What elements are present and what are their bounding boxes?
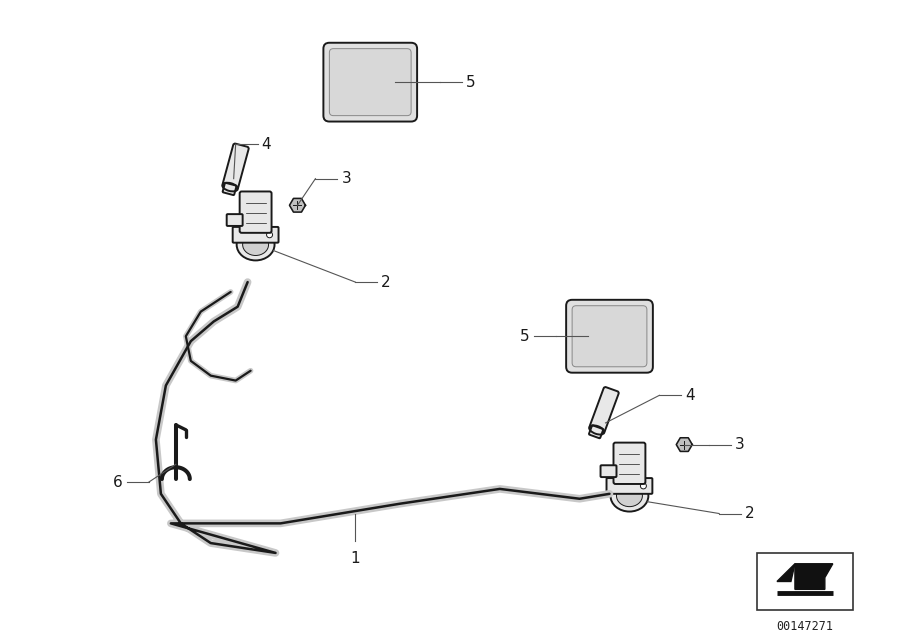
FancyBboxPatch shape	[614, 443, 645, 484]
Text: 4: 4	[262, 137, 271, 152]
FancyBboxPatch shape	[233, 227, 278, 243]
Text: 4: 4	[685, 388, 695, 403]
FancyBboxPatch shape	[227, 214, 243, 226]
FancyBboxPatch shape	[323, 43, 417, 121]
Polygon shape	[777, 563, 795, 581]
FancyBboxPatch shape	[239, 191, 272, 233]
Text: 2: 2	[382, 275, 391, 289]
Ellipse shape	[610, 480, 648, 511]
FancyBboxPatch shape	[589, 425, 603, 438]
FancyBboxPatch shape	[223, 144, 248, 189]
Circle shape	[266, 232, 273, 238]
FancyBboxPatch shape	[566, 300, 652, 373]
FancyBboxPatch shape	[590, 387, 619, 432]
Text: 3: 3	[341, 171, 351, 186]
FancyBboxPatch shape	[600, 466, 617, 477]
Ellipse shape	[237, 229, 274, 260]
FancyBboxPatch shape	[607, 478, 652, 494]
Ellipse shape	[616, 485, 643, 507]
Text: 2: 2	[745, 506, 755, 521]
Circle shape	[641, 483, 646, 489]
Ellipse shape	[243, 234, 268, 256]
Text: 5: 5	[466, 74, 475, 90]
Text: 1: 1	[350, 551, 360, 566]
Polygon shape	[290, 198, 305, 212]
FancyBboxPatch shape	[572, 306, 647, 367]
Text: 6: 6	[113, 474, 123, 490]
Polygon shape	[676, 438, 692, 452]
Text: 5: 5	[520, 329, 530, 343]
Bar	[757, 553, 853, 610]
Polygon shape	[795, 563, 833, 590]
Text: 3: 3	[735, 437, 745, 452]
FancyBboxPatch shape	[329, 49, 411, 116]
Text: 00147271: 00147271	[777, 620, 833, 633]
FancyBboxPatch shape	[222, 183, 237, 195]
